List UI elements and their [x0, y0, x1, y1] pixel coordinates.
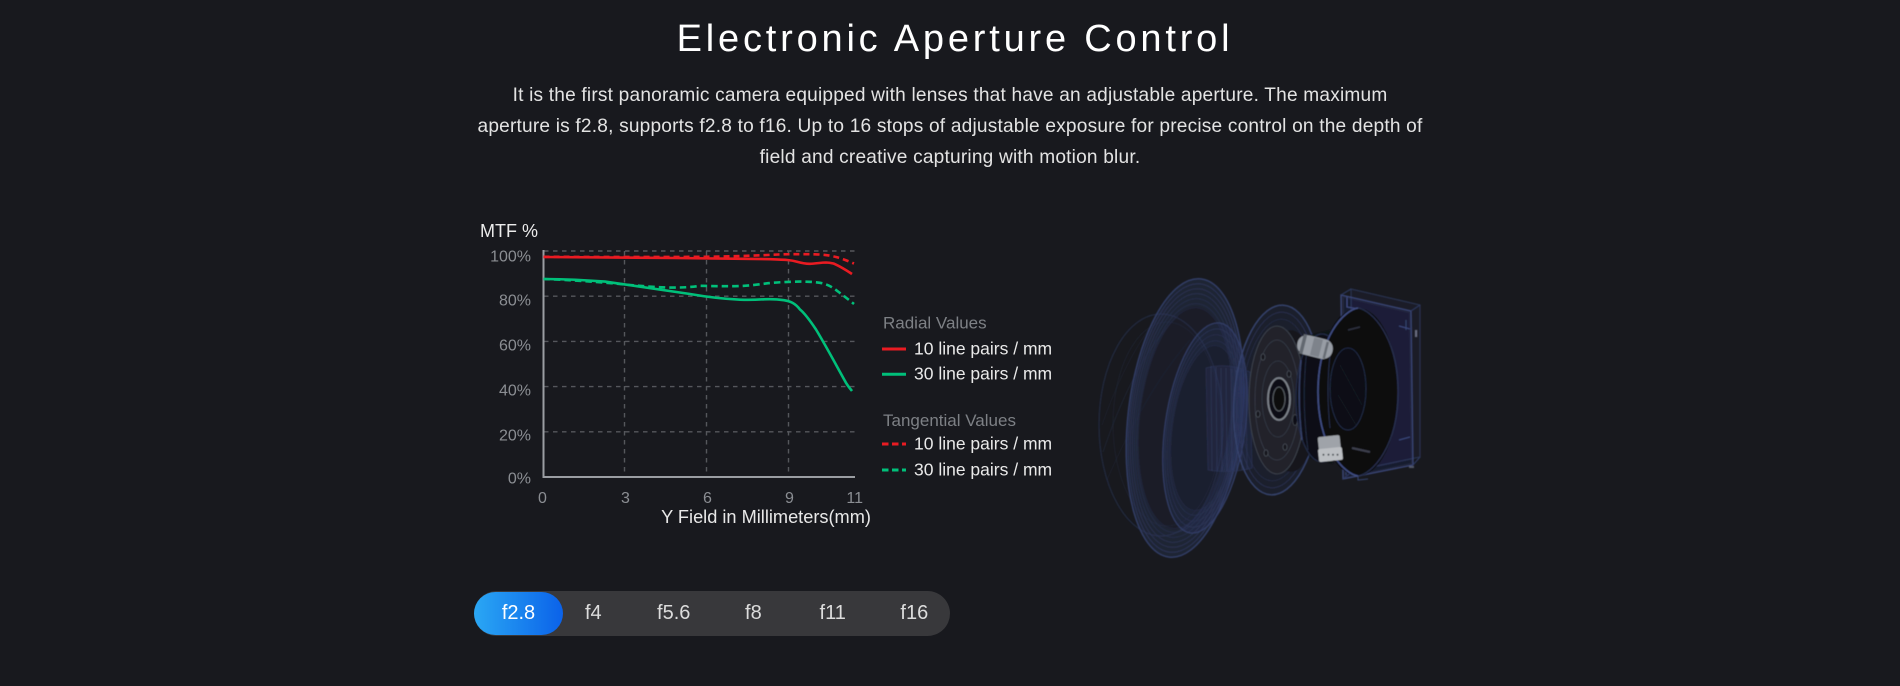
svg-text:3: 3 [621, 490, 630, 507]
svg-text:30 line pairs / mm: 30 line pairs / mm [914, 460, 1052, 480]
svg-text:6: 6 [703, 490, 712, 507]
svg-text:Tangential Values: Tangential Values [883, 411, 1016, 430]
svg-text:10 line pairs / mm: 10 line pairs / mm [914, 434, 1052, 454]
svg-text:0%: 0% [508, 471, 531, 488]
svg-text:100%: 100% [490, 249, 531, 266]
svg-text:9: 9 [785, 490, 794, 507]
svg-text:Radial Values: Radial Values [883, 314, 987, 333]
svg-text:60%: 60% [499, 338, 531, 355]
svg-text:80%: 80% [499, 293, 531, 310]
svg-text:0: 0 [538, 490, 547, 507]
svg-text:10 line pairs / mm: 10 line pairs / mm [914, 339, 1052, 359]
svg-text:11: 11 [846, 490, 863, 507]
svg-text:40%: 40% [499, 383, 531, 400]
svg-text:30 line pairs / mm: 30 line pairs / mm [914, 364, 1052, 384]
svg-text:20%: 20% [499, 428, 531, 445]
svg-text:MTF %: MTF % [480, 221, 538, 241]
svg-text:Y Field in Millimeters(mm): Y Field in Millimeters(mm) [661, 507, 871, 527]
